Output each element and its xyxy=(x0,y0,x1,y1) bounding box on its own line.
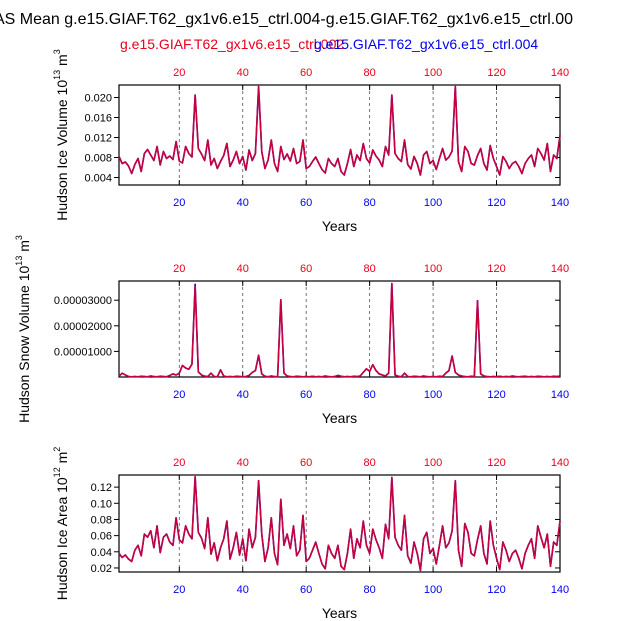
chart-panels: 20 20 40 40 60 60 80 80 100 100 120 120 140 140 0.004 0… xyxy=(14,49,569,621)
y-tick-label: 0.00002000 xyxy=(54,321,112,333)
x-tick-label-top: 140 xyxy=(551,67,569,79)
y-tick-label: 0.12 xyxy=(91,482,112,494)
x-tick-label-top: 120 xyxy=(487,67,505,79)
panel-snow-volume: 20 20 40 40 60 60 80 80 100 100 120 120 140 140 0.0000… xyxy=(14,235,569,426)
x-tick-label-top: 80 xyxy=(364,263,376,275)
x-tick-label-top: 100 xyxy=(424,67,442,79)
y-tick-label: 0.06 xyxy=(91,531,112,543)
y-label-exponent: 13 xyxy=(52,70,62,80)
x-tick-label-bottom: 40 xyxy=(237,389,249,401)
y-tick-label: 0.00001000 xyxy=(54,346,112,358)
y-label-unit: m xyxy=(16,240,32,256)
y-label-base: Hudson Ice Area 10 xyxy=(54,477,70,600)
y-label-exponent: 12 xyxy=(52,467,62,477)
x-tick-label-bottom: 80 xyxy=(364,389,376,401)
x-tick-label-bottom: 100 xyxy=(424,197,442,209)
x-tick-label-bottom: 40 xyxy=(237,197,249,209)
x-tick-label-top: 100 xyxy=(424,263,442,275)
x-tick-label-top: 20 xyxy=(173,67,185,79)
y-tick-label: 0.020 xyxy=(84,93,112,105)
y-tick-label: 0.012 xyxy=(84,133,112,145)
x-tick-label-bottom: 60 xyxy=(300,197,312,209)
x-axis-label-snow-volume: Years xyxy=(322,410,357,426)
x-tick-label-bottom: 80 xyxy=(364,197,376,209)
y-axis-label-snow-volume: Hudson Snow Volume 1013 m3 xyxy=(14,235,32,423)
x-tick-label-bottom: 20 xyxy=(173,584,185,596)
y-label-unit-exponent: 2 xyxy=(52,447,62,452)
case-title-blue: g.e15.GIAF.T62_gx1v6.e15_ctrl.004 xyxy=(314,36,538,52)
x-tick-label-top: 100 xyxy=(424,457,442,469)
x-tick-label-bottom: 60 xyxy=(300,584,312,596)
x-tick-label-bottom: 140 xyxy=(551,389,569,401)
case-title-red: g.e15.GIAF.T62_gx1v6.e15_ctrl.002 xyxy=(120,36,344,52)
series-line-snow-volume-ctrl004 xyxy=(118,282,561,378)
x-tick-label-bottom: 120 xyxy=(487,389,505,401)
y-label-unit-exponent: 3 xyxy=(52,49,62,54)
x-tick-label-top: 120 xyxy=(487,457,505,469)
x-tick-label-bottom: 80 xyxy=(364,584,376,596)
series-line-snow-volume-ctrl002 xyxy=(118,282,561,378)
x-tick-label-top: 40 xyxy=(237,457,249,469)
y-label-exponent: 13 xyxy=(14,256,24,266)
series-line-ice-volume-ctrl002 xyxy=(118,85,561,176)
plot-frame-ice-volume xyxy=(118,84,561,186)
y-tick-label: 0.04 xyxy=(91,547,112,559)
y-tick-label: 0.02 xyxy=(91,563,112,575)
y-tick-label: 0.08 xyxy=(91,514,112,526)
panel-ice-area: 20 20 40 40 60 60 80 80 100 100 120 120 140 140 0.02 0.… xyxy=(52,447,569,621)
x-tick-label-top: 80 xyxy=(364,457,376,469)
y-axis-label-ice-area: Hudson Ice Area 1012 m2 xyxy=(52,447,70,601)
x-axis-label-ice-volume: Years xyxy=(322,218,357,234)
y-tick-label: 0.00003000 xyxy=(54,295,112,307)
y-tick-label: 0.10 xyxy=(91,498,112,510)
y-label-unit: m xyxy=(54,54,70,70)
x-tick-label-bottom: 100 xyxy=(424,584,442,596)
x-tick-label-bottom: 60 xyxy=(300,389,312,401)
main-title: AS Mean g.e15.GIAF.T62_gx1v6.e15_ctrl.00… xyxy=(0,11,573,28)
x-tick-label-bottom: 100 xyxy=(424,389,442,401)
y-label-base: Hudson Snow Volume 10 xyxy=(16,265,32,422)
x-tick-label-top: 140 xyxy=(551,457,569,469)
y-tick-label: 0.016 xyxy=(84,113,112,125)
x-tick-label-top: 20 xyxy=(173,457,185,469)
x-tick-label-bottom: 20 xyxy=(173,197,185,209)
x-tick-label-bottom: 120 xyxy=(487,584,505,596)
series-line-ice-area-ctrl002 xyxy=(118,475,561,572)
y-label-base: Hudson Ice Volume 10 xyxy=(54,80,70,221)
x-tick-label-top: 40 xyxy=(237,67,249,79)
x-tick-label-top: 60 xyxy=(300,263,312,275)
x-tick-label-top: 20 xyxy=(173,263,185,275)
x-tick-label-bottom: 140 xyxy=(551,584,569,596)
x-tick-label-bottom: 120 xyxy=(487,197,505,209)
x-tick-label-bottom: 40 xyxy=(237,584,249,596)
x-tick-label-top: 80 xyxy=(364,67,376,79)
x-tick-label-bottom: 140 xyxy=(551,197,569,209)
plot-frame-snow-volume xyxy=(118,280,561,378)
y-label-unit-exponent: 3 xyxy=(14,235,24,240)
x-tick-label-top: 40 xyxy=(237,263,249,275)
x-tick-label-top: 120 xyxy=(487,263,505,275)
x-tick-label-bottom: 20 xyxy=(173,389,185,401)
y-tick-label: 0.004 xyxy=(84,173,112,185)
x-tick-label-top: 60 xyxy=(300,457,312,469)
panel-ice-volume: 20 20 40 40 60 60 80 80 100 100 120 120 140 140 0.004 0… xyxy=(52,49,569,234)
y-tick-label: 0.008 xyxy=(84,153,112,165)
y-axis-label-ice-volume: Hudson Ice Volume 1013 m3 xyxy=(52,49,70,220)
x-tick-label-top: 60 xyxy=(300,67,312,79)
y-label-unit: m xyxy=(54,452,70,468)
x-tick-label-top: 140 xyxy=(551,263,569,275)
x-axis-label-ice-area: Years xyxy=(322,605,357,621)
